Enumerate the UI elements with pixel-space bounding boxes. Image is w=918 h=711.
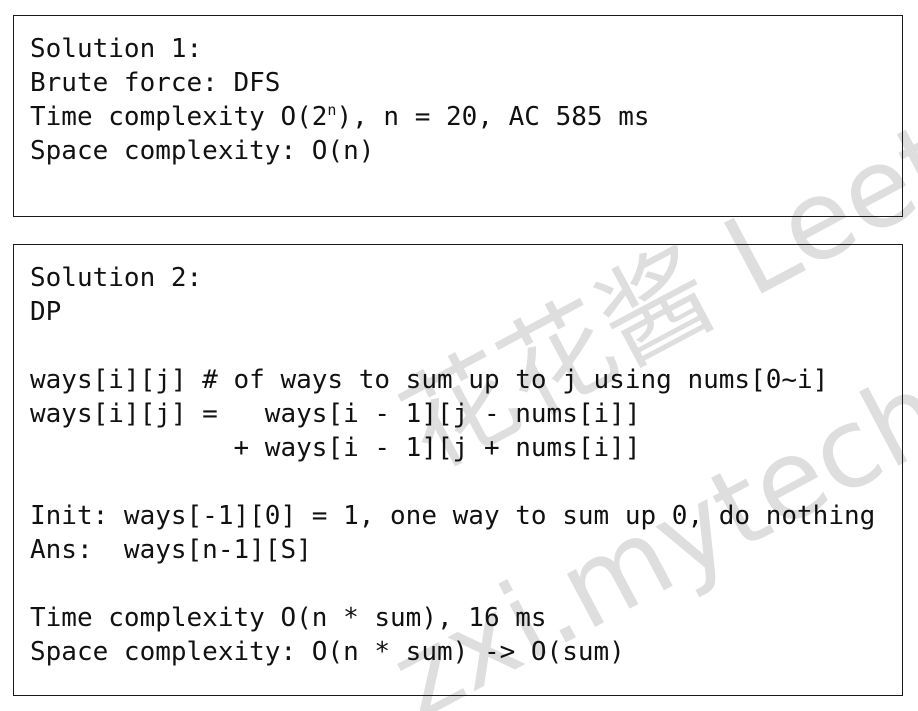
ways-recurrence-2: + ways[i - 1][j + nums[i]] <box>30 433 641 463</box>
answer-line: Ans: ways[n-1][S] <box>30 535 312 565</box>
ways-recurrence-1: ways[i][j] = ways[i - 1][j - nums[i]] <box>30 399 641 429</box>
solution-2-time-complexity: Time complexity O(n * sum), 16 ms <box>30 603 547 633</box>
solution-2-space-complexity: Space complexity: O(n * sum) -> O(sum) <box>30 637 625 667</box>
solution-1-method: Brute force: DFS <box>30 68 281 98</box>
time-prefix: Time complexity O(2 <box>30 102 328 132</box>
init-line: Init: ways[-1][0] = 1, one way to sum up… <box>30 501 876 531</box>
ways-definition: ways[i][j] # of ways to sum up to j usin… <box>30 365 829 395</box>
solution-2-title: Solution 2: <box>30 263 203 293</box>
solution-2-panel: Solution 2: DP ways[i][j] # of ways to s… <box>13 244 903 696</box>
blank-line <box>30 329 875 363</box>
blank-line <box>30 465 875 499</box>
time-suffix: ), n = 20, AC 585 ms <box>336 102 650 132</box>
solution-1-title: Solution 1: <box>30 34 203 64</box>
solution-1-panel: Solution 1: Brute force: DFS Time comple… <box>13 15 903 217</box>
solution-2-method: DP <box>30 297 62 327</box>
solution-1-text: Solution 1: Brute force: DFS Time comple… <box>30 32 650 168</box>
blank-line <box>30 567 875 601</box>
time-exponent: n <box>327 101 337 119</box>
solution-2-text: Solution 2: DP ways[i][j] # of ways to s… <box>30 261 875 669</box>
solution-1-time-complexity: Time complexity O(2n), n = 20, AC 585 ms <box>30 100 650 134</box>
solution-1-space-complexity: Space complexity: O(n) <box>30 136 375 166</box>
